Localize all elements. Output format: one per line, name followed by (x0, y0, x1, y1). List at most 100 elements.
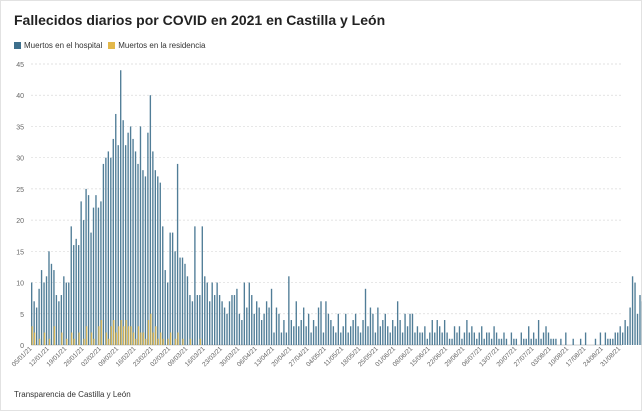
bar-hospital (33, 301, 35, 345)
bar-hospital (498, 338, 500, 345)
bar-hospital (399, 320, 401, 345)
bar-hospital (599, 332, 602, 345)
bar-hospital (493, 326, 495, 345)
bar-hospital (211, 282, 213, 345)
bar-hospital (186, 276, 189, 345)
bar-hospital (555, 338, 557, 345)
bar-hospital (532, 332, 535, 345)
bar-hospital (634, 282, 636, 345)
legend-label-residencia: Muertos en la residencia (118, 40, 206, 50)
bar-hospital (315, 326, 317, 345)
bar-hospital (206, 282, 208, 345)
bar-hospital (565, 332, 567, 345)
bar-hospital (164, 270, 166, 345)
bar-hospital (495, 332, 498, 345)
y-tick-label: 35 (16, 124, 24, 131)
bar-hospital (275, 307, 278, 345)
bar-hospital (70, 226, 72, 345)
bar-hospital (483, 338, 485, 345)
bar-hospital (243, 282, 246, 345)
bar-residencia (182, 338, 184, 345)
bar-hospital (201, 226, 203, 345)
bar-hospital (35, 307, 38, 345)
bar-hospital (115, 113, 117, 346)
bar-hospital (486, 332, 488, 345)
bar-hospital (223, 307, 226, 345)
bar-residencia (33, 332, 36, 345)
bar-hospital (424, 326, 426, 345)
bar-hospital (327, 313, 330, 345)
bar-hospital (443, 320, 446, 345)
legend-swatch-hospital (14, 41, 21, 49)
y-tick-label: 15 (16, 249, 24, 256)
bar-hospital (409, 313, 411, 345)
bar-hospital (639, 295, 641, 345)
bar-hospital (162, 226, 164, 345)
bar-hospital (513, 338, 515, 345)
bar-hospital (38, 288, 40, 345)
y-tick-label: 5 (20, 312, 24, 319)
legend-label-hospital: Muertos en el hospital (24, 40, 103, 50)
bar-hospital (332, 326, 335, 345)
bar-residencia (71, 332, 73, 345)
bar-hospital (273, 332, 275, 345)
bar-hospital (357, 326, 359, 345)
bar-hospital (510, 332, 513, 345)
bar-hospital (87, 195, 90, 345)
bar-hospital (426, 338, 429, 345)
bar-residencia (152, 332, 155, 345)
bar-hospital (468, 332, 471, 345)
bar-hospital (107, 151, 110, 345)
bar-residencia (66, 338, 68, 345)
bar-hospital (300, 320, 302, 345)
bar-hospital (320, 301, 322, 345)
bar-hospital (85, 188, 87, 345)
bar-hospital (367, 326, 369, 345)
bar-hospital (384, 313, 386, 345)
bar-hospital (515, 338, 518, 345)
bar-residencia (167, 338, 169, 345)
bar-residencia (130, 326, 132, 345)
bar-hospital (458, 326, 461, 345)
bar-hospital (117, 145, 119, 345)
bar-residencia (150, 313, 152, 345)
bar-hospital (228, 301, 231, 345)
bar-hospital (317, 307, 320, 345)
bar-hospital (253, 313, 255, 345)
bar-hospital (394, 326, 396, 345)
bar-hospital (110, 157, 112, 345)
bar-hospital (231, 295, 233, 345)
bar-residencia (108, 338, 110, 345)
bar-residencia (169, 332, 172, 345)
bar-hospital (92, 207, 95, 345)
bar-residencia (177, 332, 179, 345)
legend-item-residencia[interactable]: Muertos en la residencia (108, 41, 205, 50)
bar-residencia (43, 332, 46, 345)
bar-hospital (82, 220, 85, 345)
bar-hospital (345, 313, 347, 345)
bar-residencia (61, 332, 63, 345)
bar-hospital (60, 295, 63, 345)
bar-hospital (342, 326, 344, 345)
bar-hospital (65, 282, 67, 345)
bar-hospital (349, 326, 352, 345)
bar-hospital (552, 338, 555, 345)
y-tick-label: 10 (16, 281, 24, 288)
bar-hospital (607, 338, 609, 345)
bar-hospital (293, 326, 295, 345)
bar-hospital (439, 326, 441, 345)
y-tick-label: 25 (16, 187, 24, 194)
bar-hospital (530, 338, 532, 345)
bar-hospital (419, 332, 421, 345)
bar-hospital (535, 338, 537, 345)
bar-hospital (77, 245, 80, 345)
bar-residencia (118, 326, 120, 345)
y-tick-label: 45 (16, 62, 24, 69)
bar-hospital (238, 313, 241, 345)
bar-hospital (204, 276, 206, 345)
bar-hospital (241, 320, 243, 345)
bar-hospital (285, 332, 288, 345)
bar-hospital (572, 338, 574, 345)
legend-item-hospital[interactable]: Muertos en el hospital (14, 41, 102, 50)
